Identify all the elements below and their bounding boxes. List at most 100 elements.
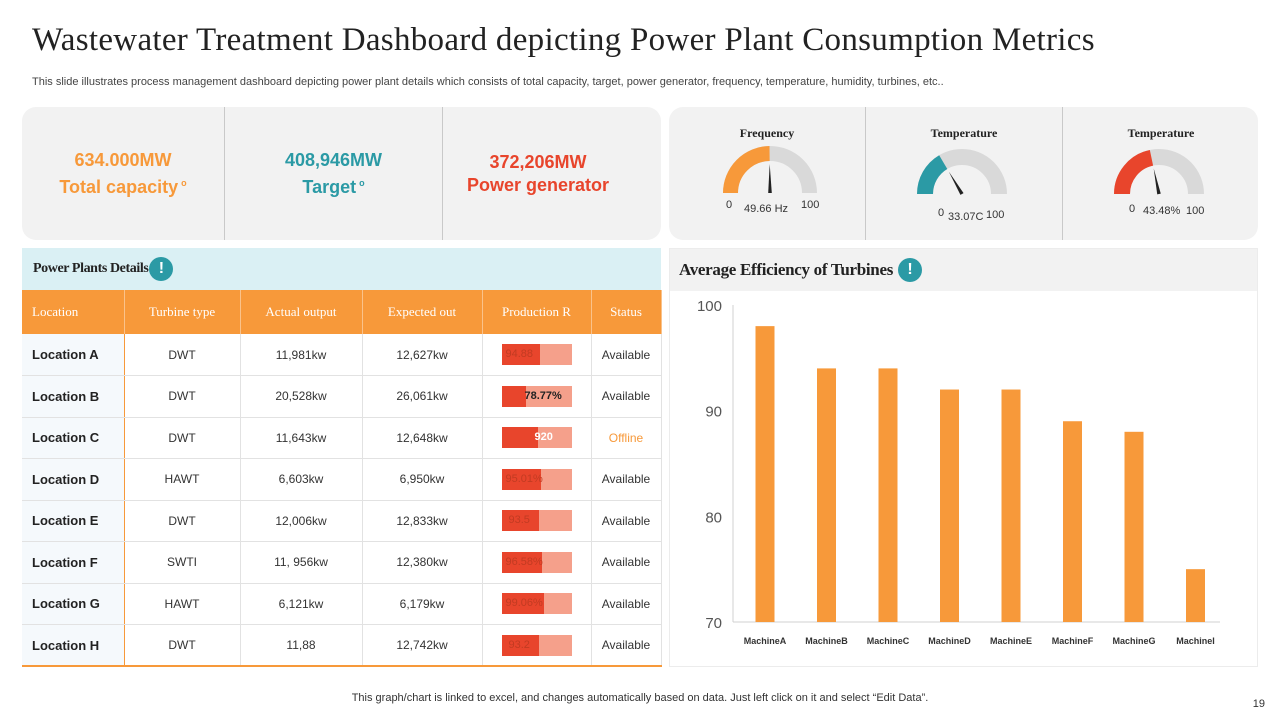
column-header[interactable]: Turbine type bbox=[124, 290, 241, 334]
gauge-value: 33.07C bbox=[948, 211, 984, 223]
bar bbox=[1001, 389, 1021, 622]
expected-output-cell: 12,380kw bbox=[362, 541, 483, 584]
column-header[interactable]: Location bbox=[22, 290, 125, 334]
gauge-needle bbox=[948, 171, 964, 195]
kpi-value: 408,946MW bbox=[284, 149, 383, 170]
expected-output-cell: 12,648kw bbox=[362, 417, 483, 459]
location-cell: Location C bbox=[22, 417, 125, 459]
table-row[interactable]: Location E DWT 12,006kw 12,833kw 93.5 Availab… bbox=[22, 500, 662, 542]
x-tick-label: MachineG bbox=[1112, 636, 1155, 646]
gauge-value: 43.48% bbox=[1143, 205, 1181, 217]
location-cell: Location B bbox=[22, 375, 125, 418]
gauge-needle bbox=[1153, 168, 1161, 195]
page-title: Wastewater Treatment Dashboard depicting… bbox=[32, 22, 1095, 58]
location-cell: Location A bbox=[22, 334, 125, 376]
actual-output-cell: 12,006kw bbox=[240, 500, 363, 542]
bar bbox=[940, 389, 959, 622]
table-row[interactable]: Location C DWT 11,643kw 12,648kw 920 Offline bbox=[22, 417, 662, 459]
table-row[interactable]: Location B DWT 20,528kw 26,061kw 78.77% Avail… bbox=[22, 375, 662, 418]
power-plants-table: Location Turbine type Actual output Expe… bbox=[22, 290, 662, 667]
expected-output-cell: 26,061kw bbox=[362, 375, 483, 418]
status-cell: Available bbox=[591, 624, 662, 667]
location-cell: Location G bbox=[22, 583, 125, 625]
table-title: Power Plants Details bbox=[33, 261, 149, 276]
table-row[interactable]: Location A DWT 11,981kw 12,627kw 94.88 Availa… bbox=[22, 334, 662, 376]
x-tick-label: MachineB bbox=[805, 636, 848, 646]
gauge-title: Temperature bbox=[930, 126, 998, 140]
column-header[interactable]: Status bbox=[591, 290, 662, 334]
y-tick-label: 100 bbox=[697, 298, 722, 315]
column-header[interactable]: Expected out bbox=[362, 290, 483, 334]
expected-output-cell: 6,179kw bbox=[362, 583, 483, 625]
info-icon[interactable]: ! bbox=[898, 258, 923, 282]
turbine-cell: DWT bbox=[124, 500, 241, 542]
location-cell: Location E bbox=[22, 500, 125, 542]
status-cell: Available bbox=[591, 541, 662, 584]
kpi-power-generator: 372,206MW Power generator bbox=[443, 107, 633, 240]
actual-output-cell: 11,981kw bbox=[240, 334, 363, 376]
actual-output-cell: 6,603kw bbox=[240, 458, 363, 501]
gauge-divider bbox=[1062, 107, 1063, 240]
production-cell: 78.77% bbox=[482, 375, 592, 418]
y-tick-label: 80 bbox=[705, 509, 722, 526]
y-tick-label: 90 bbox=[705, 404, 722, 421]
kpi-total-capacity: 634.000MW Total capacity o bbox=[22, 107, 224, 240]
gauge-frequency: Frequency 0 49.66 Hz 100 bbox=[669, 107, 865, 240]
gauge-max: 100 bbox=[986, 209, 1005, 221]
kpi-note-mark: o bbox=[359, 177, 365, 188]
turbine-cell: DWT bbox=[124, 417, 241, 459]
production-cell: 95.01% bbox=[482, 458, 592, 501]
x-tick-label: MachineA bbox=[744, 636, 787, 646]
production-bar: 920 bbox=[501, 427, 572, 449]
gauge-min: 0 bbox=[938, 207, 945, 219]
production-bar-fill bbox=[501, 593, 545, 615]
actual-output-cell: 11, 956kw bbox=[240, 541, 363, 584]
efficiency-bar-chart: 70 80 90 100 MachineA MachineB MachineC Machine… bbox=[697, 298, 1220, 646]
production-bar-fill bbox=[501, 427, 538, 449]
production-cell: 99.06% bbox=[482, 583, 592, 625]
kpi-value: 372,206MW bbox=[489, 151, 587, 172]
production-bar-fill bbox=[501, 510, 540, 532]
gauge-min: 0 bbox=[726, 199, 733, 211]
kpi-label: Total capacity bbox=[59, 176, 179, 197]
bar bbox=[878, 368, 898, 622]
production-bar-fill bbox=[501, 634, 539, 656]
production-value: 78.77% bbox=[524, 389, 562, 402]
production-value: 96.58% bbox=[505, 555, 543, 568]
info-icon[interactable]: ! bbox=[149, 257, 174, 281]
expected-output-cell: 12,627kw bbox=[362, 334, 483, 376]
status-cell: Available bbox=[591, 500, 662, 542]
turbine-cell: DWT bbox=[124, 624, 241, 667]
power-plants-table-panel: Power Plants Details ! Location Turbine … bbox=[22, 248, 662, 667]
actual-output-cell: 11,88 bbox=[240, 624, 363, 667]
page-number: 19 bbox=[1252, 698, 1265, 710]
production-value: 920 bbox=[534, 431, 553, 444]
location-cell: Location H bbox=[22, 624, 125, 667]
production-cell: 94.88 bbox=[482, 334, 592, 376]
gauge-temperature: Temperature 0 33.07C 100 bbox=[866, 107, 1062, 240]
production-bar-fill bbox=[501, 385, 527, 407]
gauge-fill bbox=[723, 146, 771, 194]
column-header[interactable]: Production R bbox=[482, 290, 592, 334]
gauge-dial bbox=[1114, 149, 1204, 195]
gauge-title: Temperature bbox=[1127, 126, 1195, 140]
actual-output-cell: 20,528kw bbox=[240, 375, 363, 418]
production-bar: 93.5 bbox=[501, 510, 572, 532]
turbine-cell: SWTI bbox=[124, 541, 241, 584]
table-row[interactable]: Location G HAWT 6,121kw 6,179kw 99.06% Availa… bbox=[22, 583, 662, 625]
table-row[interactable]: Location H DWT 11,88 12,742kw 93.2 Available bbox=[22, 624, 662, 667]
location-cell: Location D bbox=[22, 458, 125, 501]
gauge-fill bbox=[917, 155, 948, 195]
actual-output-cell: 11,643kw bbox=[240, 417, 363, 459]
table-row[interactable]: Location D HAWT 6,603kw 6,950kw 95.01% Availa… bbox=[22, 458, 662, 501]
production-bar: 99.06% bbox=[501, 593, 572, 615]
gauge-divider bbox=[865, 107, 866, 240]
production-bar-fill bbox=[501, 468, 541, 490]
column-header[interactable]: Actual output bbox=[240, 290, 363, 334]
kpi-note-mark: o bbox=[181, 177, 187, 188]
gauge-min: 0 bbox=[1129, 203, 1136, 215]
production-bar: 96.58% bbox=[501, 551, 572, 573]
kpi-label: Target bbox=[302, 176, 357, 197]
footer-note: This graph/chart is linked to excel, and… bbox=[351, 692, 929, 704]
table-row[interactable]: Location F SWTI 11, 956kw 12,380kw 96.58% Ava… bbox=[22, 541, 662, 584]
